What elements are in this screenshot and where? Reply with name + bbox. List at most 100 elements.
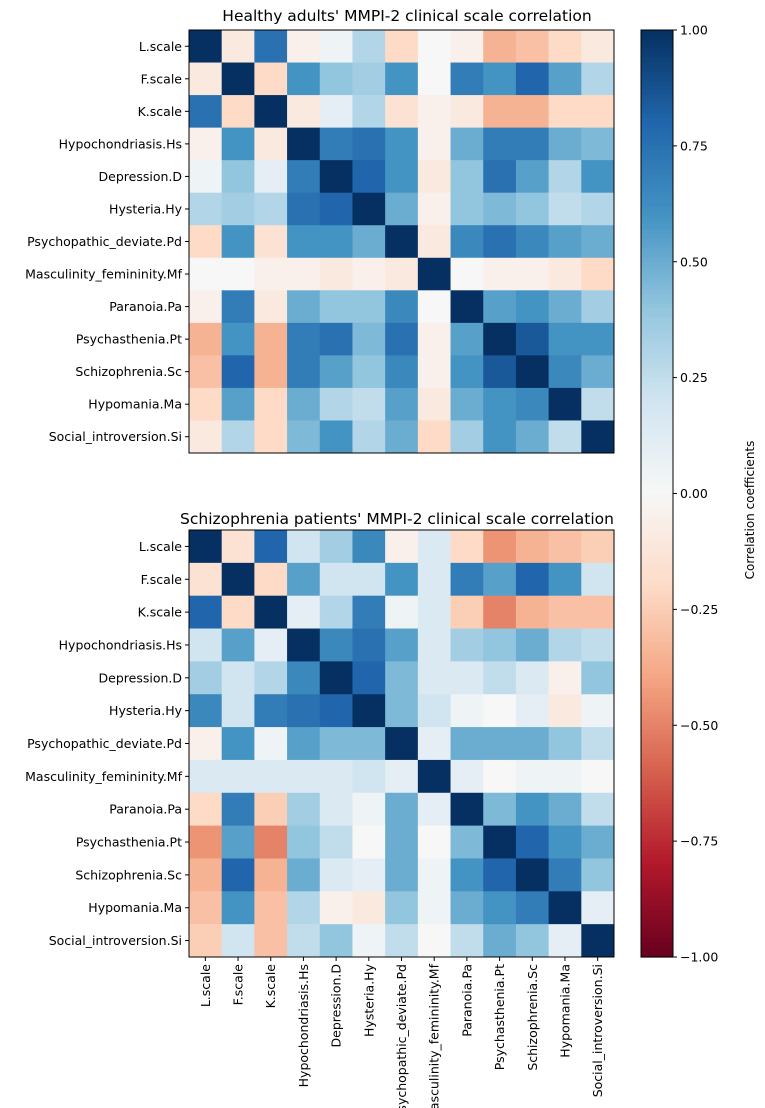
heatmap-cell <box>385 858 419 892</box>
heatmap-cell <box>581 628 615 662</box>
heatmap-cell <box>189 257 223 291</box>
heatmap-cell <box>352 355 386 389</box>
colorbar-segment <box>641 326 673 332</box>
colorbar-segment <box>641 632 673 638</box>
colorbar-segment <box>641 224 673 230</box>
colorbar-segment <box>641 48 673 54</box>
heatmap-cell <box>417 290 451 324</box>
colorbar-segment <box>641 734 673 740</box>
y-tick-label: K.scale <box>138 605 183 620</box>
heatmap-cell <box>221 530 255 564</box>
heatmap-cell <box>254 225 288 259</box>
heatmap-cell <box>385 290 419 324</box>
heatmap-cell <box>221 595 255 629</box>
heatmap-cell <box>450 891 484 925</box>
colorbar-segment <box>641 271 673 277</box>
heatmap-cell <box>287 257 321 291</box>
y-tick-label: L.scale <box>139 539 182 554</box>
colorbar-segment <box>641 423 673 430</box>
colorbar-segment <box>641 831 673 838</box>
heatmap-cell <box>287 95 321 129</box>
colorbar-segment <box>641 711 673 717</box>
y-tick-label: Hypomania.Ma <box>88 900 182 915</box>
heatmap-cell <box>221 924 255 958</box>
heatmap-cell <box>450 257 484 291</box>
heatmap-cell <box>581 759 615 794</box>
colorbar-segment <box>641 544 673 550</box>
heatmap-cell <box>515 759 550 794</box>
heatmap-cell <box>221 825 255 859</box>
colorbar-segment <box>641 53 673 59</box>
heatmap-cell <box>287 858 321 892</box>
colorbar-segment <box>641 614 673 620</box>
colorbar-segment <box>641 118 673 124</box>
chart-title-schizophrenia: Schizophrenia patients' MMPI-2 clinical … <box>180 510 614 528</box>
heatmap-cell <box>189 792 223 827</box>
colorbar-segment <box>641 400 673 407</box>
heatmap-cell <box>385 322 419 356</box>
heatmap-cell <box>221 891 255 925</box>
colorbar-segment <box>641 590 673 597</box>
heatmap-cell <box>581 792 615 827</box>
heatmap-cell <box>548 127 582 161</box>
heatmap-cell <box>417 95 451 129</box>
heatmap-cell <box>254 387 288 421</box>
heatmap-cell <box>581 192 615 226</box>
heatmap-cell <box>515 562 550 597</box>
heatmap-cell <box>385 759 419 794</box>
colorbar-segment <box>641 525 673 532</box>
colorbar-segment <box>641 280 673 286</box>
y-tick-label: Masculinity_femininity.Mf <box>25 267 182 282</box>
colorbar-label: Correlation coefficients <box>743 441 757 580</box>
colorbar-segment <box>641 150 673 156</box>
heatmap-cell <box>319 530 353 564</box>
heatmap-cell <box>287 661 321 695</box>
heatmap-cell <box>417 322 451 356</box>
heatmap-cell <box>548 595 582 629</box>
heatmap-cell <box>287 225 321 259</box>
colorbar-segment <box>641 303 673 309</box>
heatmap-cell <box>352 160 386 194</box>
colorbar-segment <box>641 493 673 499</box>
heatmap-cell <box>319 792 353 827</box>
colorbar-segment <box>641 850 673 856</box>
heatmap-schizophrenia: L.scale F.scale K.scale Hypochondriasis.Hs D… <box>25 529 615 1108</box>
heatmap-cell <box>548 355 582 389</box>
heatmap-cell <box>548 225 582 259</box>
heatmap-cell <box>254 95 288 129</box>
heatmap-cell <box>254 30 288 63</box>
heatmap-cell <box>254 530 288 564</box>
colorbar-segment <box>641 474 673 481</box>
heatmap-cell <box>352 661 386 695</box>
heatmap-cell <box>189 95 223 129</box>
heatmap-cell <box>450 192 484 226</box>
heatmap-cell <box>189 595 223 629</box>
heatmap-cell <box>450 792 484 827</box>
colorbar-segment <box>641 396 673 402</box>
heatmap-cell <box>450 95 484 129</box>
heatmap-cell <box>352 924 386 958</box>
heatmap-cell <box>319 127 353 161</box>
colorbar-segment <box>641 609 673 615</box>
colorbar-segment <box>641 145 673 152</box>
heatmap-cell <box>483 355 517 389</box>
heatmap-cell <box>221 694 255 728</box>
heatmap-cell <box>287 759 321 794</box>
heatmap-cell <box>515 420 550 454</box>
colorbar-segment <box>641 943 673 949</box>
colorbar-segment <box>641 692 673 699</box>
heatmap-cell <box>319 355 353 389</box>
heatmap-cell <box>581 30 615 63</box>
heatmap-cell <box>221 322 255 356</box>
colorbar-segment <box>641 586 673 592</box>
colorbar-segment <box>641 62 673 68</box>
colorbar-segment <box>641 516 673 522</box>
heatmap-cell <box>254 792 288 827</box>
colorbar-segment <box>641 790 673 796</box>
heatmap-cell <box>515 290 550 324</box>
colorbar-segment <box>641 451 673 458</box>
heatmap-cell <box>515 661 550 695</box>
colorbar-segment <box>641 697 673 703</box>
heatmap-cell <box>548 694 582 728</box>
